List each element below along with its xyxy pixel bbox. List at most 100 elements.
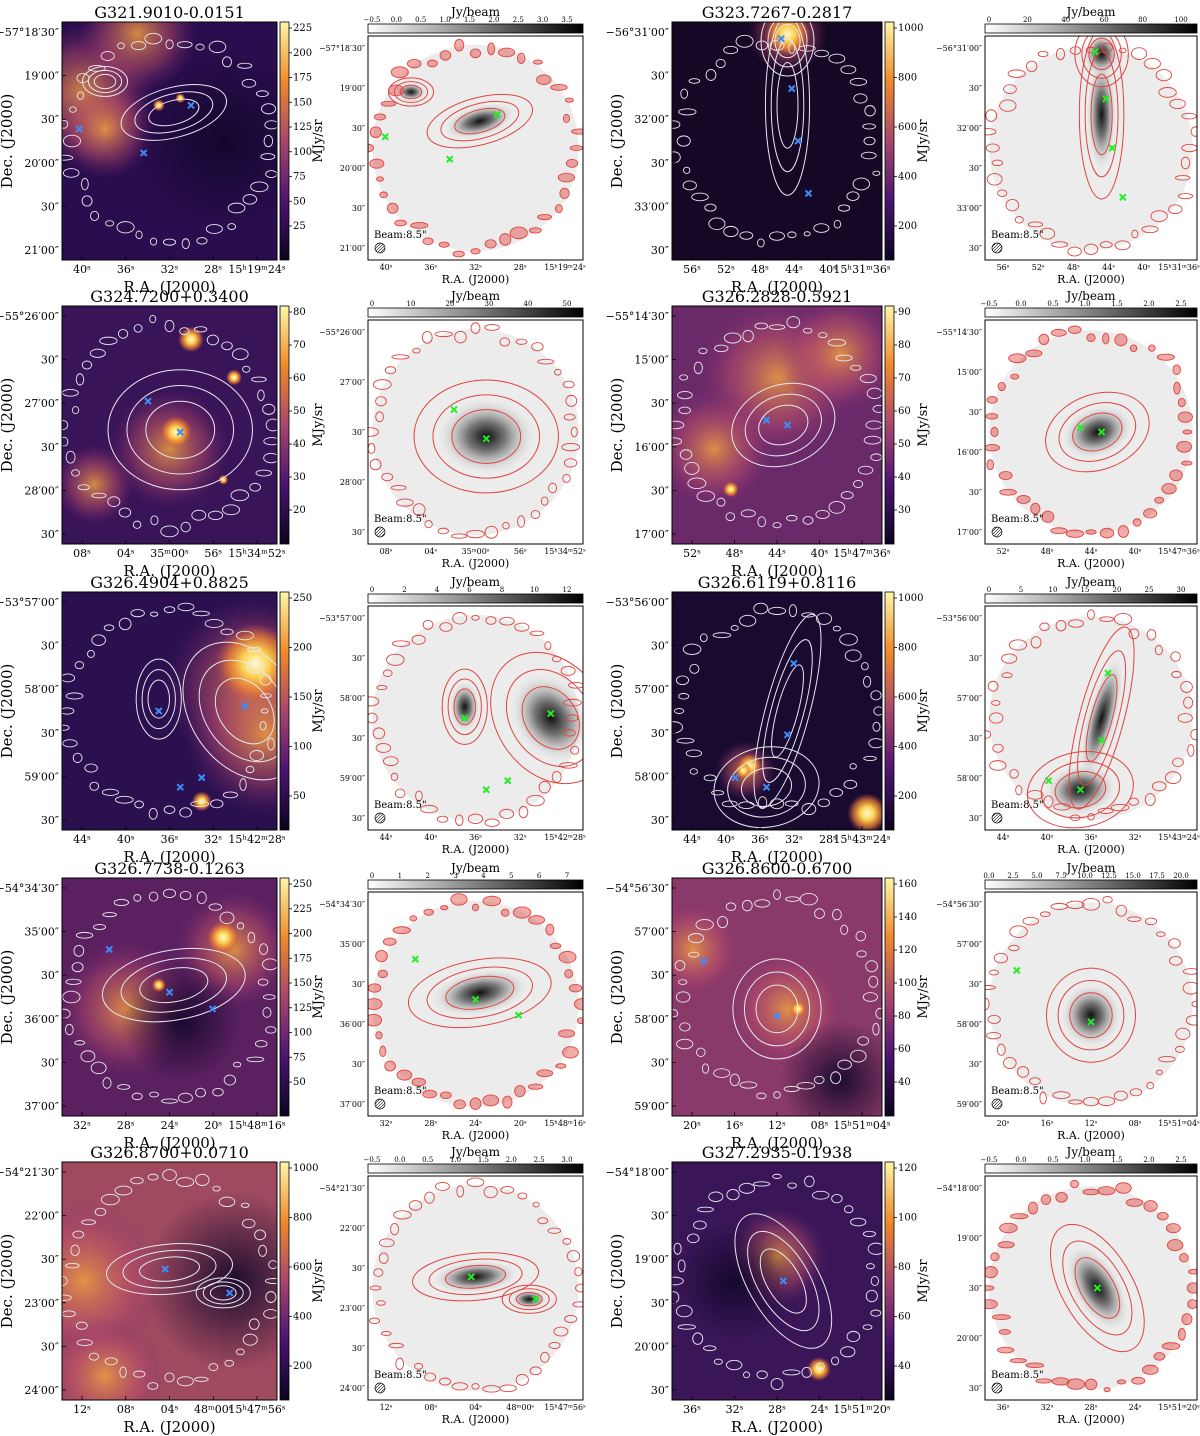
contour-line (387, 77, 435, 107)
noise-contour (259, 693, 272, 699)
ra-tick-label: 56ˢ (204, 547, 222, 560)
ir-colorbar-tick: 25 (293, 221, 306, 232)
noise-contour (130, 609, 145, 618)
mm-ra-axis-label: R.A. (J2000) (1057, 557, 1125, 570)
blue-source-marker (139, 149, 148, 157)
noise-contour (1102, 895, 1113, 904)
mm-colorbar-tick: 0 (987, 586, 991, 594)
green-source-marker (381, 133, 389, 141)
mm-colorbar-tick: 0.0 (391, 16, 402, 24)
noise-contour (1081, 897, 1101, 911)
contour-line (1084, 51, 1119, 178)
mm-colorbar-unit: Jy/beam (1065, 1145, 1117, 1159)
noise-contour (176, 1376, 194, 1387)
ir-colorbar-tick: 200 (898, 791, 917, 802)
noise-contour (247, 646, 262, 653)
dec-tick-label: 59′00″ (634, 1100, 669, 1113)
noise-contour (1146, 1081, 1155, 1090)
noise-contour (87, 650, 95, 658)
dec-tick-label: 23′00″ (24, 1297, 59, 1310)
mm-ra-tick-label: 08ˢ (1129, 1119, 1142, 1128)
mm-dec-tick-label: 30″ (969, 1060, 982, 1069)
ir-colorbar-unit: MJy/sr (916, 1259, 931, 1303)
noise-contour (512, 906, 532, 919)
mm-panel: Jy/beam −0.5 0.0 0.5 1.0 1.5 2.0 2.5 Beam:8.5" −5… (936, 1145, 1200, 1426)
mm-ra-tick-label: 48ˢ (1041, 547, 1054, 556)
mm-ra-tick-label: 40ˢ (1129, 547, 1142, 556)
noise-contour (673, 1242, 682, 1255)
dec-tick-label: −54°18′00″ (606, 1166, 669, 1179)
noise-contour (852, 177, 870, 191)
mm-colorbar-tick: 3 (453, 872, 457, 880)
dec-axis-label: Dec. (J2000) (0, 664, 16, 759)
noise-contour (262, 1007, 272, 1018)
contour-line (1088, 37, 1115, 71)
mm-panel: Jy/beam 0 5 10 15 20 25 30 Beam:8.5" −53°56′00″ 30… (936, 575, 1200, 856)
noise-contour (105, 220, 115, 227)
dec-tick-label: 59′00″ (24, 770, 59, 783)
ir-colorbar-tick: 150 (293, 978, 312, 989)
beam-label: Beam:8.5" (991, 230, 1044, 241)
green-source-marker (1091, 47, 1099, 56)
contour-line (1085, 674, 1118, 762)
ra-tick-label: 28ˢ (819, 833, 837, 846)
noise-contour (420, 804, 438, 814)
ir-point-source (175, 93, 186, 104)
green-source-marker (493, 110, 501, 119)
mm-colorbar-tick: −0.5 (981, 300, 998, 308)
field-title: G323.7267-0.2817 (702, 3, 853, 22)
contour-line (758, 404, 809, 446)
ra-axis-label: R.A. (J2000) (731, 562, 823, 580)
dark-cloud (144, 1191, 277, 1371)
dec-axis-label: Dec. (J2000) (608, 1234, 626, 1329)
noise-contour (715, 58, 726, 69)
noise-contour (160, 525, 179, 538)
ir-colorbar-tick: 80 (293, 307, 306, 318)
noise-contour (570, 426, 578, 438)
noise-contour (849, 763, 857, 770)
noise-contour (674, 960, 686, 971)
mm-panel: Jy/beam −0.5 0.0 0.5 1.0 1.5 2.0 2.5 Beam:8.5" −5… (936, 289, 1200, 570)
ra-tick-label: 20ˢ (204, 1119, 222, 1132)
ra-tick-label: 44ˢ (73, 833, 91, 846)
dec-tick-label: 57′00″ (634, 683, 669, 696)
ra-tick-label: 16ˢ (726, 1119, 744, 1132)
noise-contour (989, 760, 1007, 771)
noise-contour (1055, 1191, 1068, 1203)
mm-colorbar (984, 23, 1198, 34)
blue-source-marker (105, 945, 114, 954)
noise-contour (196, 891, 207, 905)
noise-contour (133, 324, 143, 333)
blue-source-marker (777, 34, 785, 43)
noise-contour (1144, 917, 1158, 926)
noise-contour (785, 896, 800, 902)
dec-tick-label: −55°14′30″ (606, 310, 669, 323)
mm-colorbar (984, 1163, 1198, 1174)
mm-frame (367, 35, 584, 261)
mm-colorbar-tick: 7 (565, 872, 569, 880)
noise-contour (813, 1075, 825, 1084)
noise-contour (509, 226, 528, 240)
noise-contour (1180, 680, 1193, 693)
ra-tick-label: 35ᵐ00ˢ (150, 547, 189, 560)
mm-colorbar-tick: 2.5 (513, 16, 524, 24)
noise-contour (118, 507, 132, 518)
dec-axis-label: Dec. (J2000) (0, 950, 16, 1045)
mm-ra-tick-label: 36ˢ (469, 833, 482, 842)
mm-dec-tick-label: 37′00″ (340, 1100, 365, 1109)
mm-colorbar-tick: 0.0 (1015, 300, 1026, 308)
noise-contour (990, 1252, 1000, 1262)
blue-source-marker (155, 707, 163, 715)
noise-contour (89, 348, 106, 358)
noise-contour (997, 1241, 1015, 1249)
noise-contour (65, 692, 84, 700)
noise-contour (815, 612, 833, 625)
noise-contour (411, 634, 426, 645)
dec-tick-label: 30″ (651, 1384, 669, 1397)
dec-tick-label: 22′00″ (24, 1210, 59, 1223)
noise-contour (684, 461, 700, 475)
beam-ellipse (991, 242, 1003, 254)
green-source-marker (547, 709, 555, 718)
noise-contour (1009, 1358, 1027, 1364)
mm-dec-tick-label: 20′00″ (340, 164, 365, 173)
